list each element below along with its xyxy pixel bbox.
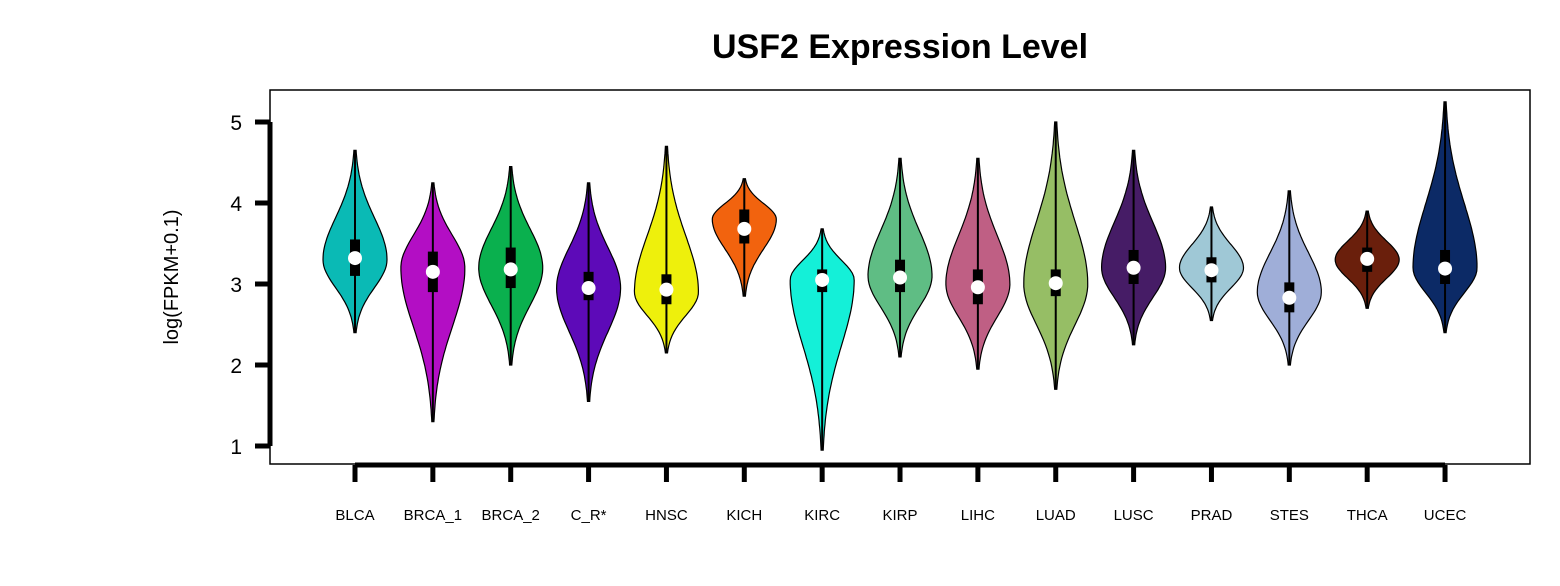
violin-lihc xyxy=(945,157,1011,370)
median-point xyxy=(581,281,596,296)
y-tick-label: 1 xyxy=(230,436,242,459)
violin-ucec xyxy=(1412,101,1478,334)
violin-brca-2 xyxy=(478,166,544,366)
median-point xyxy=(659,282,674,297)
violin-kirc xyxy=(789,228,855,451)
x-ticks: BLCA BRCA_1 BRCA_2 C_R* HNSC KICH KIRC KIRP LIHC… xyxy=(335,465,1466,524)
median-point xyxy=(893,270,908,285)
violin-prad xyxy=(1178,206,1245,322)
x-tick-label: HNSC xyxy=(645,507,688,524)
violin-lusc xyxy=(1100,149,1167,346)
median-point xyxy=(348,251,362,266)
violin-c-r- xyxy=(555,182,622,402)
median-point xyxy=(970,280,985,295)
median-point xyxy=(425,264,440,279)
x-tick-label: THCA xyxy=(1347,507,1388,524)
median-point xyxy=(737,221,752,236)
median-point xyxy=(1048,276,1063,291)
x-tick-label: LIHC xyxy=(961,507,995,524)
x-tick-label: PRAD xyxy=(1191,507,1233,524)
violin-kirp xyxy=(867,157,933,358)
violin-stes xyxy=(1256,190,1322,366)
y-tick-label: 2 xyxy=(230,355,242,378)
median-point xyxy=(1360,251,1375,266)
y-axis-label: log(FPKM+0.1) xyxy=(161,209,183,344)
x-tick-label: BRCA_1 xyxy=(404,507,462,524)
median-point xyxy=(503,262,518,277)
y-tick-label: 3 xyxy=(230,274,242,297)
violin-brca-1 xyxy=(400,182,466,423)
x-tick-label: KIRC xyxy=(804,507,840,524)
y-ticks: 1 2 3 4 5 xyxy=(230,112,270,459)
median-point xyxy=(1438,261,1453,276)
violins xyxy=(322,101,1478,451)
y-tick-label: 4 xyxy=(230,193,242,216)
violin-hnsc xyxy=(633,145,700,354)
y-tick-label: 5 xyxy=(230,112,242,135)
x-tick-label: STES xyxy=(1270,507,1309,524)
x-tick-label: BRCA_2 xyxy=(482,507,540,524)
violin-thca xyxy=(1334,210,1400,309)
x-tick-label: KIRP xyxy=(883,507,918,524)
x-tick-label: C_R* xyxy=(571,507,607,524)
median-point xyxy=(1282,290,1297,305)
median-point xyxy=(1204,263,1219,278)
chart-title: USF2 Expression Level xyxy=(712,28,1088,66)
violin-luad xyxy=(1023,121,1089,390)
violin-blca xyxy=(322,149,388,334)
x-tick-label: LUAD xyxy=(1036,507,1076,524)
x-tick-label: BLCA xyxy=(335,507,374,524)
x-tick-label: UCEC xyxy=(1424,507,1467,524)
x-tick-label: LUSC xyxy=(1114,507,1154,524)
median-point xyxy=(1126,260,1141,275)
violin-kich xyxy=(711,178,777,297)
x-tick-label: KICH xyxy=(726,507,762,524)
median-point xyxy=(815,272,830,287)
